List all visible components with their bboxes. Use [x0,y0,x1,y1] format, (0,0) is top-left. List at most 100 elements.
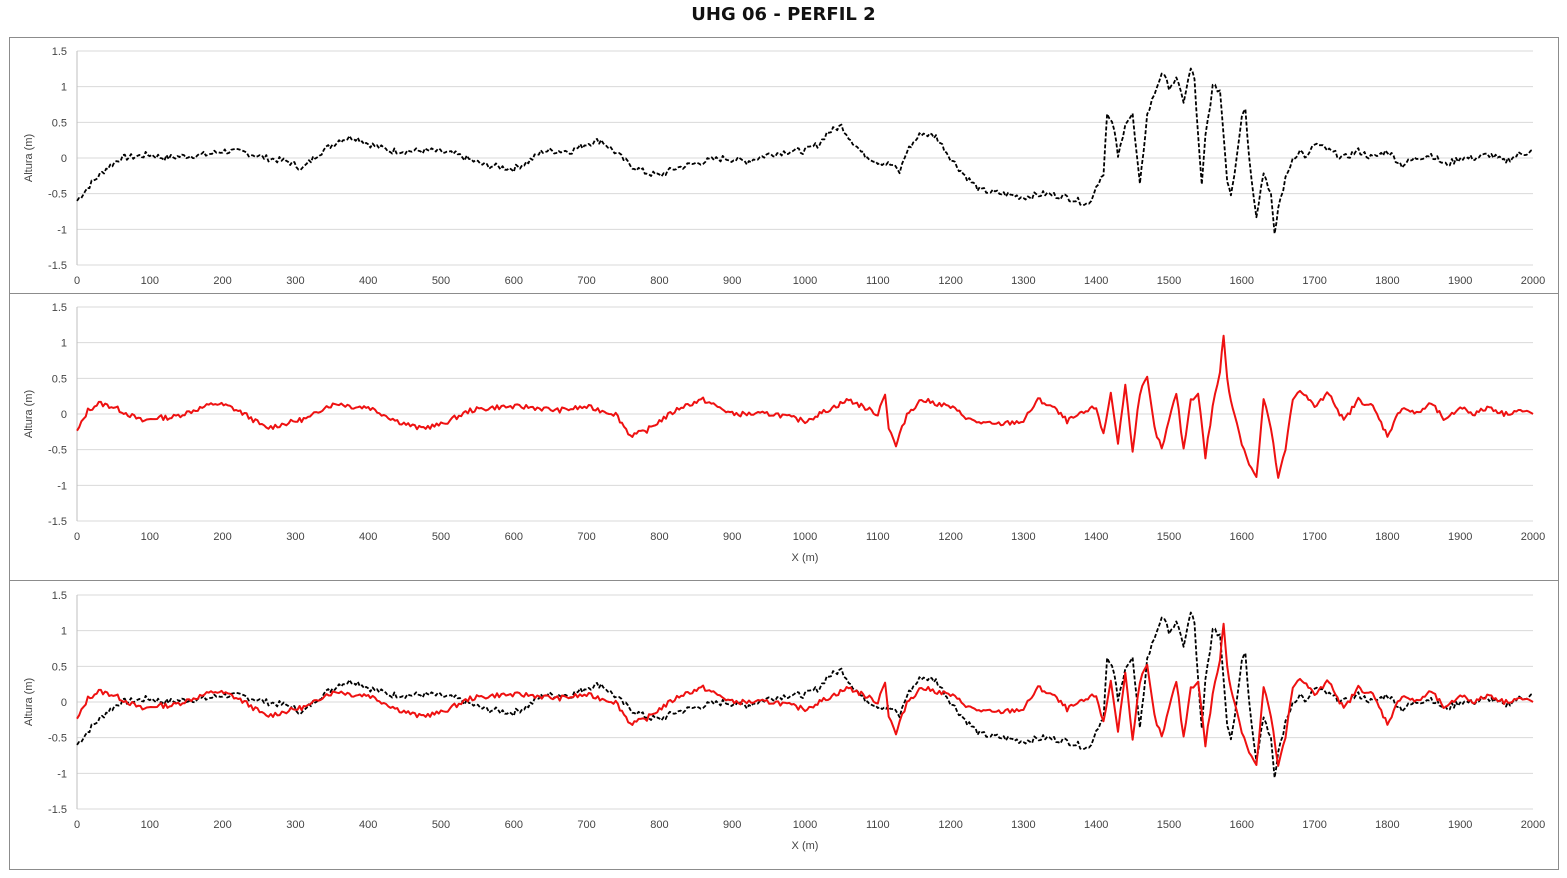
x-tick-label: 300 [286,275,304,287]
x-tick-label: 700 [577,275,595,287]
y-tick-label: 0.5 [52,117,67,129]
x-tick-label: 300 [286,531,304,543]
x-tick-label: 400 [359,531,377,543]
x-tick-label: 1700 [1302,531,1326,543]
chart-title: UHG 06 - PERFIL 2 [691,4,876,25]
y-tick-label: -1 [57,480,67,492]
y-tick-label: 1 [61,338,67,350]
x-tick-label: 100 [141,819,159,831]
series-line-black-dashed [76,67,1534,235]
y-tick-label: -1.5 [48,804,67,816]
x-tick-label: 800 [650,275,668,287]
x-tick-label: 1300 [1011,531,1035,543]
x-tick-label: 0 [74,275,80,287]
x-tick-label: 200 [213,275,231,287]
x-tick-label: 1200 [938,275,962,287]
x-tick-label: 900 [723,275,741,287]
x-tick-label: 700 [577,819,595,831]
x-tick-label: 1000 [793,819,817,831]
x-tick-label: 200 [213,531,231,543]
x-tick-label: 900 [723,819,741,831]
x-tick-label: 1400 [1084,531,1108,543]
x-tick-label: 800 [650,819,668,831]
x-tick-label: 1400 [1084,819,1108,831]
x-tick-label: 300 [286,819,304,831]
y-axis-label: Altura (m) [23,390,35,438]
x-tick-label: 1500 [1157,275,1181,287]
x-tick-label: 1600 [1230,531,1254,543]
x-tick-label: 1200 [938,819,962,831]
chart-bottom: -1.5 -1 -0.5 0 0.5 1 1.5 0 100 200 300 400 500 600 700… [23,590,1545,852]
x-tick-label: 2000 [1521,819,1545,831]
y-tick-label: 0.5 [52,373,67,385]
y-tick-label: -1 [57,224,67,236]
x-tick-label: 100 [141,531,159,543]
y-tick-label: -0.5 [48,189,67,201]
x-tick-label: 2000 [1521,531,1545,543]
y-tick-label: -0.5 [48,445,67,457]
y-tick-label: 0 [61,153,67,165]
y-tick-label: -1 [57,768,67,780]
chart-middle: -1.5 -1 -0.5 0 0.5 1 1.5 0 100 200 300 400 500 600 700… [23,302,1545,564]
x-tick-label: 2000 [1521,275,1545,287]
x-tick-label: 1300 [1011,819,1035,831]
panel-bottom: -1.5 -1 -0.5 0 0.5 1 1.5 0 100 200 300 400 500 600 700… [9,580,1559,870]
y-tick-label: 1 [61,82,67,94]
x-tick-label: 1900 [1448,275,1472,287]
y-tick-label: -1.5 [48,260,67,272]
y-tick-label: 1.5 [52,590,67,602]
x-tick-label: 1900 [1448,531,1472,543]
x-tick-label: 500 [432,819,450,831]
x-tick-label: 1200 [938,531,962,543]
y-tick-label: -0.5 [48,733,67,745]
x-tick-label: 1800 [1375,275,1399,287]
x-tick-label: 1100 [866,275,890,287]
y-tick-label: 1.5 [52,46,67,58]
x-tick-label: 500 [432,275,450,287]
x-tick-label: 1700 [1302,275,1326,287]
x-tick-label: 1600 [1230,819,1254,831]
x-tick-label: 1000 [793,531,817,543]
x-tick-label: 1100 [866,819,890,831]
x-tick-label: 1500 [1157,531,1181,543]
y-axis-label: Altura (m) [23,678,35,726]
x-tick-label: 800 [650,531,668,543]
x-tick-label: 400 [359,275,377,287]
x-tick-label: 1100 [866,531,890,543]
x-tick-label: 1800 [1375,819,1399,831]
y-tick-label: 1 [61,626,67,638]
x-tick-label: 0 [74,819,80,831]
x-tick-label: 1500 [1157,819,1181,831]
x-tick-label: 100 [141,275,159,287]
x-tick-label: 200 [213,819,231,831]
y-tick-label: 1.5 [52,302,67,314]
series-line-black-dashed [76,611,1534,779]
y-axis-label: Altura (m) [23,134,35,182]
x-tick-label: 1300 [1011,275,1035,287]
x-axis-label: X (m) [792,840,819,852]
panel-top: -1.5 -1 -0.5 0 0.5 1 1.5 0 100 200 300 400 500 600 700… [9,37,1559,294]
x-tick-label: 400 [359,819,377,831]
x-axis-label: X (m) [792,552,819,564]
chart-top: -1.5 -1 -0.5 0 0.5 1 1.5 0 100 200 300 400 500 600 700… [23,46,1545,287]
y-tick-label: 0 [61,409,67,421]
panel-middle: -1.5 -1 -0.5 0 0.5 1 1.5 0 100 200 300 400 500 600 700… [9,293,1559,581]
x-tick-label: 0 [74,531,80,543]
series-line-red [76,334,1534,479]
x-tick-label: 1600 [1230,275,1254,287]
x-tick-label: 1700 [1302,819,1326,831]
x-tick-label: 600 [505,819,523,831]
x-tick-label: 1900 [1448,819,1472,831]
x-tick-label: 500 [432,531,450,543]
series-line-red [76,622,1534,767]
y-tick-label: 0 [61,697,67,709]
x-tick-label: 600 [505,531,523,543]
y-tick-label: 0.5 [52,661,67,673]
x-tick-label: 1800 [1375,531,1399,543]
x-tick-label: 1000 [793,275,817,287]
x-tick-label: 700 [577,531,595,543]
x-tick-label: 1400 [1084,275,1108,287]
x-tick-label: 900 [723,531,741,543]
x-tick-label: 600 [505,275,523,287]
y-tick-label: -1.5 [48,516,67,528]
